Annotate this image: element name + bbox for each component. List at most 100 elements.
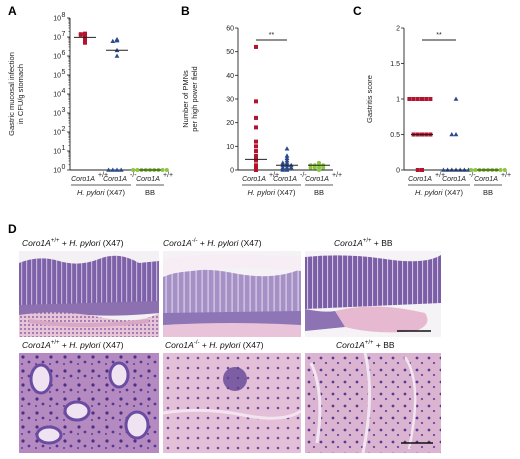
data-point <box>428 97 433 101</box>
y-tick-label: 1 <box>396 97 400 104</box>
data-point <box>160 168 165 172</box>
y-tick-exponent: 7 <box>62 31 66 38</box>
label-gene: Coro1A <box>336 340 365 350</box>
significance-label: ** <box>269 32 275 39</box>
data-point <box>453 96 459 101</box>
y-tick-label: 10 <box>53 149 61 156</box>
category-superscript: +/+ <box>332 172 342 179</box>
data-point <box>469 168 474 172</box>
data-point <box>254 149 258 154</box>
label-strain: (X47) <box>240 340 264 350</box>
y-tick-exponent: 2 <box>62 126 66 133</box>
y-tick-exponent: 5 <box>62 69 66 76</box>
y-tick-label: 1.5 <box>390 61 400 68</box>
label-sup: +/+ <box>364 340 374 347</box>
micro-label-top-1: Coro1A+/+ + H. pylori (X47) <box>22 238 124 248</box>
y-axis-label: per high power field <box>190 66 199 131</box>
category-superscript: -/- <box>300 172 307 179</box>
data-point <box>254 156 258 161</box>
data-point <box>284 158 290 163</box>
y-tick-label: 50 <box>226 49 234 56</box>
label-species: H. pylori <box>69 238 101 248</box>
data-point <box>502 168 507 172</box>
group-label: BB <box>483 188 493 197</box>
y-axis-label: Gastric mucosal infection <box>7 52 16 136</box>
micrograph-top-1 <box>18 250 160 338</box>
category-label: Coro1A <box>273 176 297 183</box>
label-gene: Coro1A <box>334 238 363 248</box>
category-label: Coro1A <box>408 176 432 183</box>
data-point <box>280 167 286 172</box>
data-point <box>424 97 429 101</box>
micrograph-art <box>163 254 301 337</box>
micrograph-top-2 <box>162 250 302 338</box>
data-point <box>78 32 83 37</box>
data-point <box>106 167 111 172</box>
data-point <box>308 165 313 170</box>
micrograph-bottom-1 <box>18 352 160 454</box>
data-point <box>83 31 87 36</box>
panel-letter-d: D <box>8 222 17 236</box>
data-point <box>254 115 258 120</box>
label-gene: Coro1A <box>22 340 51 350</box>
label-gene: Coro1A <box>22 238 51 248</box>
category-label: Coro1A <box>305 176 329 183</box>
y-axis-label: in CFU/g stomach <box>16 64 25 124</box>
data-point <box>254 165 258 170</box>
data-point <box>284 167 290 172</box>
micro-label-bottom-1: Coro1A+/+ + H. pylori (X47) <box>22 340 124 350</box>
y-tick-label: 2 <box>396 26 400 33</box>
data-point <box>135 168 140 172</box>
data-point <box>420 168 424 172</box>
y-tick-label: 0.5 <box>390 132 400 139</box>
category-label: Coro1A <box>474 176 498 183</box>
data-point <box>118 167 124 172</box>
y-tick-exponent: 1 <box>62 145 66 152</box>
label-species: H. pylori <box>207 238 239 248</box>
label-sup: -/- <box>191 238 198 245</box>
label-strain: (X47) <box>238 238 262 248</box>
y-axis-label: Gastritis score <box>365 75 374 123</box>
label-sup: +/+ <box>362 238 372 245</box>
data-point <box>317 168 321 172</box>
label-mid: + BB <box>371 238 393 248</box>
label-sup: -/- <box>193 340 200 347</box>
data-point <box>254 99 258 104</box>
micrograph-bottom-2 <box>162 352 302 454</box>
y-tick-label: 10 <box>53 168 61 175</box>
data-point <box>280 160 286 165</box>
data-point <box>498 168 503 172</box>
label-gene: Coro1A <box>165 340 194 350</box>
y-tick-label: 10 <box>53 111 61 118</box>
significance-label: ** <box>436 32 442 39</box>
data-point <box>114 53 120 58</box>
category-label: Coro1A <box>103 176 127 183</box>
y-tick-label: 10 <box>53 16 61 23</box>
category-label: Coro1A <box>71 176 95 183</box>
category-label: Coro1A <box>442 176 466 183</box>
category-label: Coro1A <box>136 176 160 183</box>
label-sup: +/+ <box>50 238 60 245</box>
micro-label-top-2: Coro1A-/- + H. pylori (X47) <box>163 238 262 248</box>
label-sup: +/+ <box>50 340 60 347</box>
data-point <box>254 168 258 172</box>
category-superscript: +/+ <box>269 172 279 179</box>
chart-panel-b: 0 10 20 30 40 50 60 Number of PMNs per high powe… <box>181 26 342 198</box>
label-mid: + <box>59 238 70 248</box>
micrograph-art <box>305 255 441 333</box>
y-tick-exponent: 0 <box>62 164 66 171</box>
micro-label-bottom-3: Coro1A+/+ + BB <box>336 340 395 350</box>
y-tick-label: 10 <box>53 73 61 80</box>
data-point <box>284 153 290 158</box>
data-point <box>453 132 459 137</box>
data-point <box>312 165 317 170</box>
group-label: BB <box>145 188 155 197</box>
micrograph-top-3 <box>304 250 442 338</box>
y-tick-exponent: 8 <box>62 12 66 19</box>
data-point <box>254 144 258 149</box>
category-superscript: -/- <box>130 172 137 179</box>
data-point <box>415 97 420 101</box>
data-point <box>110 38 116 44</box>
